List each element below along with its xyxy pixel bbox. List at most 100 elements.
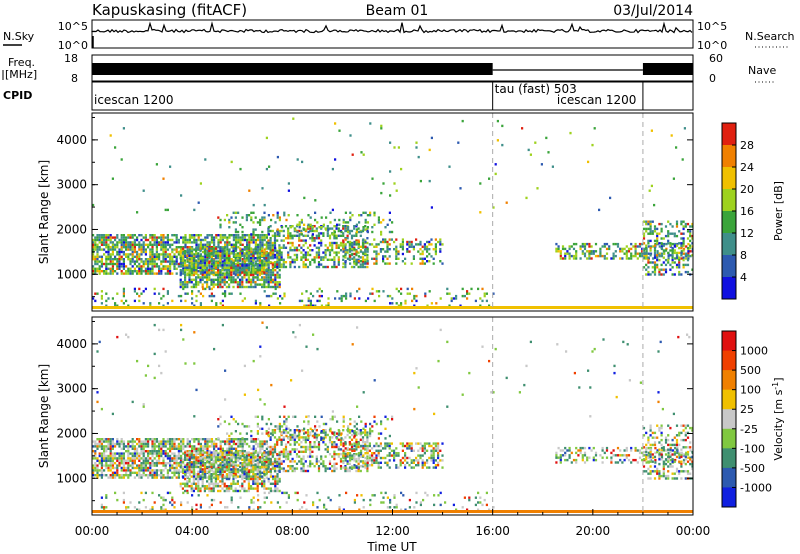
echo-cell xyxy=(138,457,141,460)
echo-cell xyxy=(201,461,204,464)
echo-cell xyxy=(191,297,194,300)
echo-cell xyxy=(337,256,340,259)
echo-cell xyxy=(647,220,650,223)
echo-cell xyxy=(212,269,215,272)
echo-cell xyxy=(645,220,648,223)
echo-cell xyxy=(386,294,389,298)
echo-cell xyxy=(221,254,224,257)
echo-cell xyxy=(192,283,195,286)
echo-cell xyxy=(680,244,683,247)
echo-cell xyxy=(181,458,184,461)
echo-cell xyxy=(138,442,141,446)
echo-cell xyxy=(313,256,316,259)
echo-cell xyxy=(225,456,228,459)
echo-cell xyxy=(210,292,213,295)
echo-cell xyxy=(199,269,202,272)
echo-cell xyxy=(333,441,336,444)
echo-cell xyxy=(278,256,281,259)
echo-cell xyxy=(129,272,132,275)
echo-cell xyxy=(173,440,176,443)
echo-cell xyxy=(656,250,659,253)
echo-cell xyxy=(391,297,394,300)
echo-cell xyxy=(656,239,659,243)
echo-cell xyxy=(215,442,218,446)
echo-cell xyxy=(131,243,134,246)
echo-cell xyxy=(206,264,209,267)
echo-cell xyxy=(632,254,635,258)
echo-cell xyxy=(337,246,340,249)
echo-cell xyxy=(647,270,650,274)
echo-cell xyxy=(256,264,259,267)
echo-cell xyxy=(428,260,431,263)
echo-cell xyxy=(608,247,611,251)
echo-cell xyxy=(217,264,220,267)
echo-cell xyxy=(155,459,158,462)
echo-cell xyxy=(111,243,114,246)
echo-cell xyxy=(125,466,128,470)
echo-cell xyxy=(258,465,261,469)
echo-cell xyxy=(256,470,259,473)
echo-cell xyxy=(280,251,283,254)
echo-cell xyxy=(144,464,147,467)
echo-cell xyxy=(147,474,150,477)
echo-cell xyxy=(349,216,352,219)
echo-cell xyxy=(204,287,207,291)
echo-cell xyxy=(127,248,130,251)
echo-cell xyxy=(230,462,233,465)
echo-cell xyxy=(184,271,187,274)
echo-cell xyxy=(689,239,692,243)
echo-cell xyxy=(344,246,347,249)
echo-cell xyxy=(302,455,305,458)
echo-cell xyxy=(235,246,238,249)
echo-cell xyxy=(267,253,270,257)
echo-cell xyxy=(236,266,239,269)
echo-cell xyxy=(287,241,290,245)
echo-cell xyxy=(278,229,281,233)
echo-cell xyxy=(346,433,349,437)
echo-cell xyxy=(116,459,119,462)
echo-cell xyxy=(175,238,178,242)
echo-cell xyxy=(265,241,268,244)
echo-cell xyxy=(188,465,191,469)
echo-cell xyxy=(166,469,169,472)
echo-cell xyxy=(373,223,376,226)
echo-cell xyxy=(243,246,246,249)
echo-cell xyxy=(293,441,296,444)
echo-cell xyxy=(434,238,437,241)
echo-cell xyxy=(136,454,139,458)
echo-cell xyxy=(241,230,244,234)
echo-cell xyxy=(225,465,228,469)
echo-cell xyxy=(92,234,95,237)
echo-cell xyxy=(311,450,314,453)
echo-cell xyxy=(627,247,631,251)
echo-cell xyxy=(160,471,163,474)
echo-cell xyxy=(309,244,312,247)
echo-cell xyxy=(116,440,119,443)
echo-cell xyxy=(276,465,279,468)
echo-cell xyxy=(116,236,119,239)
echo-cell xyxy=(199,470,202,473)
echo-cell xyxy=(144,243,147,246)
echo-cell xyxy=(136,450,139,453)
echo-cell xyxy=(142,243,145,246)
echo-cell xyxy=(263,257,266,260)
echo-cell xyxy=(430,238,433,241)
echo-cell xyxy=(656,266,659,269)
echo-cell xyxy=(136,260,139,263)
echo-cell xyxy=(366,226,369,229)
echo-cell xyxy=(241,234,244,237)
echo-cell xyxy=(357,258,360,261)
echo-cell xyxy=(188,254,191,257)
echo-cell xyxy=(92,265,95,268)
echo-cell xyxy=(221,276,224,279)
echo-cell xyxy=(421,257,424,260)
echo-cell xyxy=(96,476,99,479)
echo-cell xyxy=(313,433,316,437)
echo-cell xyxy=(203,473,206,476)
echo-cell xyxy=(649,249,652,252)
echo-cell xyxy=(691,250,693,253)
echo-cell xyxy=(192,487,195,490)
echo-cell xyxy=(197,257,200,260)
echo-cell xyxy=(155,262,158,266)
echo-cell xyxy=(243,468,246,471)
